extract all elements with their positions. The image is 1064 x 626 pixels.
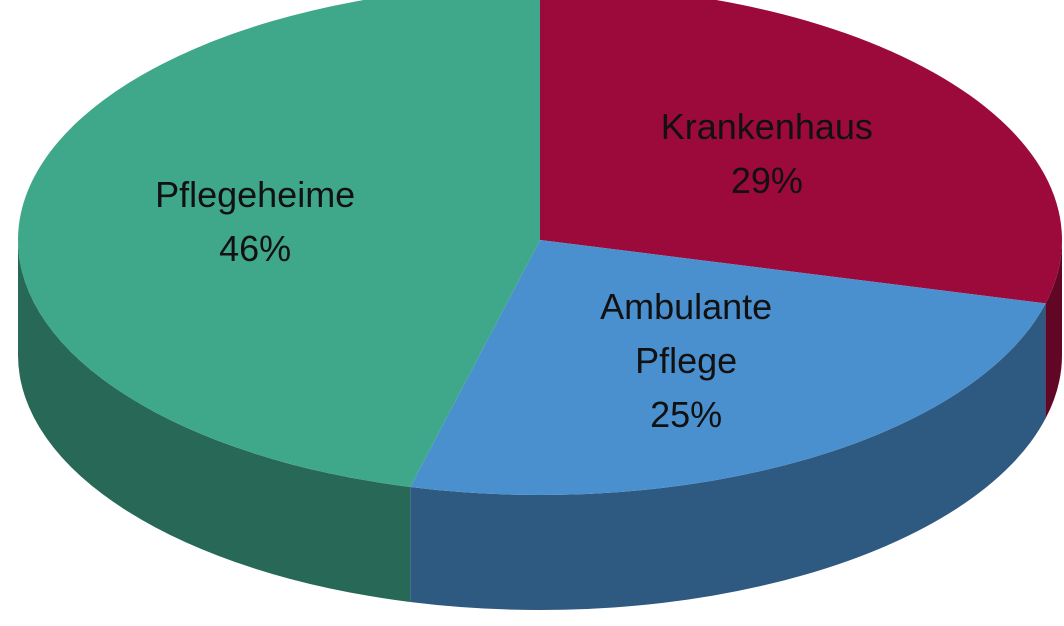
slice-label: Pflegeheime 46%: [125, 168, 385, 276]
pie-slice: [540, 0, 1062, 304]
pie-side: [410, 303, 1046, 610]
slice-category: Pflegeheime: [155, 174, 356, 216]
pie-slice: [18, 0, 540, 487]
slice-value: 29%: [730, 160, 803, 202]
pie-side: [1045, 240, 1062, 419]
slice-value: 25%: [650, 393, 723, 435]
pie-slice: [410, 240, 1046, 495]
slice-label: Ambulante Pflege 25%: [556, 280, 816, 442]
pie-side: [18, 240, 411, 602]
slice-category: Krankenhaus: [660, 106, 873, 148]
slice-value: 46%: [219, 228, 292, 270]
slice-label: Krankenhaus 29%: [637, 100, 897, 208]
slice-category: Ambulante Pflege: [600, 285, 773, 381]
